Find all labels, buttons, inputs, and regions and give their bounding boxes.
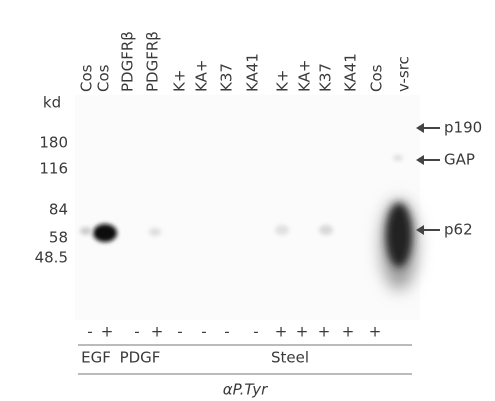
band-label: GAP: [444, 151, 475, 169]
lane-label: K+: [171, 70, 189, 92]
band-labels: p190 GAP p62: [416, 119, 482, 239]
lane-label: Cos: [368, 64, 386, 92]
lane-label: KA+: [296, 60, 314, 92]
treatment-signs: -+-+----+++++: [87, 323, 381, 341]
group-label: EGF: [81, 349, 111, 367]
lane-label: v-src: [395, 56, 413, 92]
treatment-sign: -: [134, 323, 139, 341]
treatment-sign: -: [224, 323, 229, 341]
marker-label: 48.5: [35, 249, 68, 267]
lane-label: Cos: [78, 64, 96, 92]
blot-membrane: [75, 95, 420, 320]
antibody-label: αP.Tyr: [223, 381, 268, 399]
markers: 180 116 84 58 48.5: [35, 134, 68, 267]
marker-label: 84: [49, 201, 68, 219]
lane-label: PDGFRβ: [144, 31, 162, 92]
treatment-sign: +: [318, 323, 331, 341]
treatment-sign: +: [275, 323, 288, 341]
group-label: Steel: [271, 349, 309, 367]
lane-label: KA41: [244, 53, 262, 92]
lane-label: KA41: [342, 53, 360, 92]
unit-label: kd: [43, 94, 61, 112]
band: [275, 225, 289, 235]
band-label: p190: [444, 119, 482, 137]
band: [319, 225, 333, 235]
lane-label: KA+: [193, 60, 211, 92]
blot-figure: CosCosPDGFRβPDGFRβK+KA+K37KA41K+KA+K37KA…: [0, 0, 495, 401]
band: [80, 227, 92, 235]
treatment-sign: -: [253, 323, 258, 341]
marker-label: 58: [49, 229, 68, 247]
band: [149, 228, 161, 236]
group-label: PDGF: [120, 349, 161, 367]
lane-label: K+: [274, 70, 292, 92]
treatment-sign: -: [201, 323, 206, 341]
marker-label: 116: [39, 160, 68, 178]
lane-label: K37: [317, 63, 335, 92]
group-labels: EGF PDGF Steel: [81, 349, 309, 367]
treatment-sign: -: [177, 323, 182, 341]
band: [386, 203, 412, 267]
band: [393, 155, 403, 161]
lane-label: Cos: [95, 64, 113, 92]
treatment-sign: -: [87, 323, 92, 341]
lane-label: PDGFRβ: [119, 31, 137, 92]
treatment-sign: +: [151, 323, 164, 341]
band-label: p62: [444, 221, 473, 239]
band: [93, 224, 117, 242]
treatment-sign: +: [369, 323, 382, 341]
lane-label: K37: [218, 63, 236, 92]
treatment-sign: +: [342, 323, 355, 341]
treatment-sign: +: [101, 323, 114, 341]
marker-label: 180: [39, 134, 68, 152]
treatment-sign: +: [296, 323, 309, 341]
